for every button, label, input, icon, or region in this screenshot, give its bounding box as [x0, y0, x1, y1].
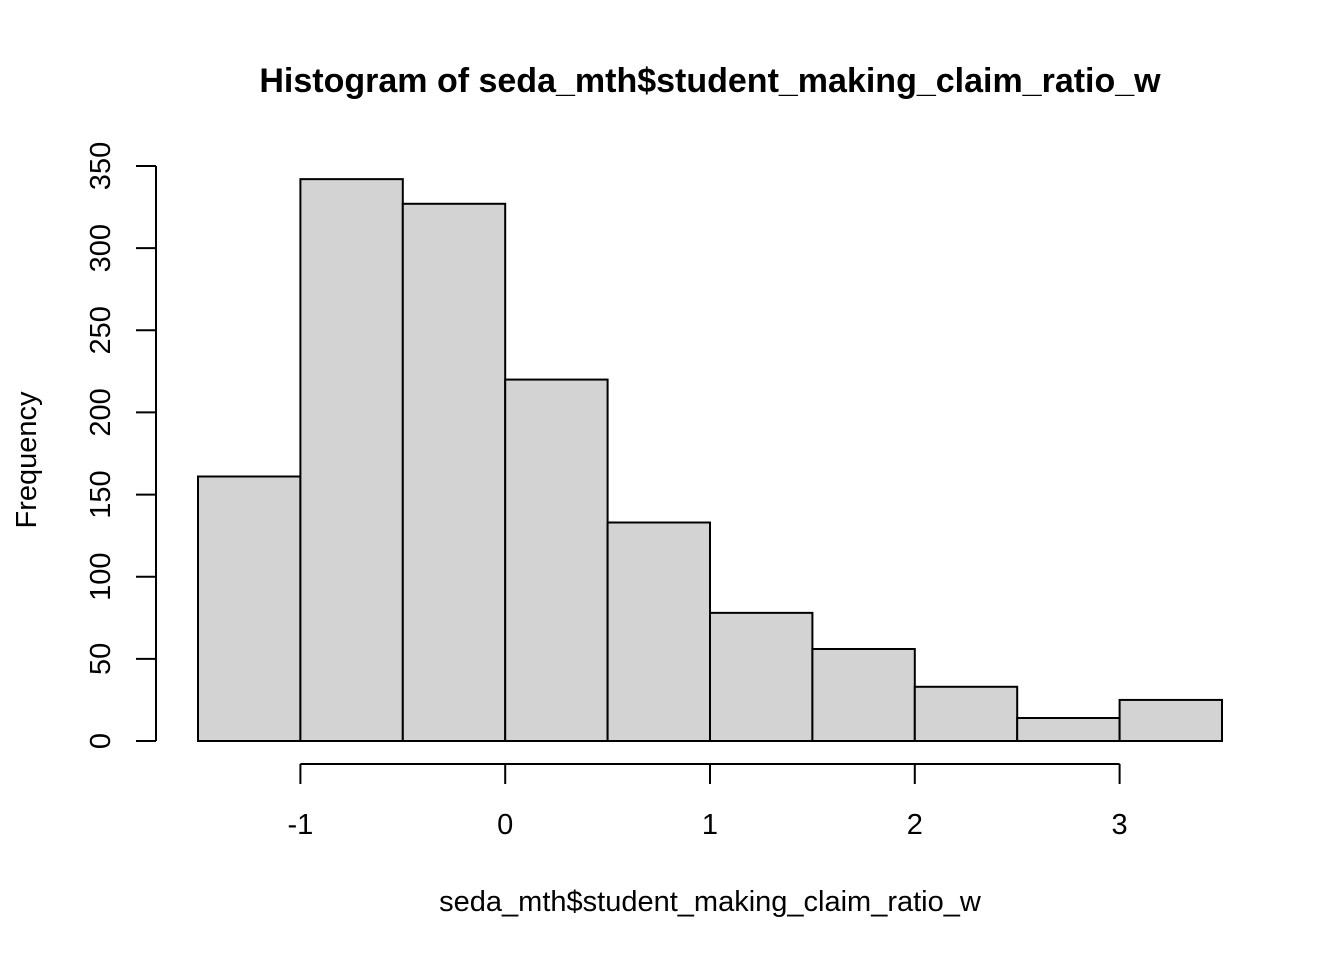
histogram-bar-7	[913, 685, 1019, 742]
y-tick-label: 250	[85, 306, 117, 354]
histogram-bar-2	[401, 202, 507, 743]
x-axis: -1 0 1 2 3	[288, 763, 1128, 841]
x-axis-label: seda_mth$student_making_claim_ratio_w	[439, 886, 982, 918]
y-tick-label: 100	[85, 553, 117, 601]
histogram-bar-9	[1118, 698, 1223, 743]
y-axis-label: Frequency	[11, 391, 43, 529]
histogram-bar-1	[299, 178, 404, 742]
y-tick-label: 300	[85, 224, 117, 272]
x-tick-label: 2	[907, 809, 923, 841]
histogram-bar-5	[709, 611, 814, 742]
y-axis: 0 50 100 150 200 250 300 350	[85, 142, 157, 749]
chart-title: Histogram of seda_mth$student_making_cla…	[259, 62, 1161, 100]
x-tick-label: -1	[288, 809, 314, 841]
x-tick-label: 1	[702, 809, 718, 841]
histogram-bar-4	[606, 521, 711, 742]
histogram-bar-3	[504, 378, 609, 742]
y-tick-label: 200	[85, 388, 117, 436]
histogram-bar-0	[197, 475, 302, 742]
x-tick-label: 3	[1112, 809, 1128, 841]
y-tick-label: 50	[85, 643, 117, 675]
histogram-bar-8	[1016, 717, 1121, 742]
bars-group	[197, 178, 1223, 743]
histogram-bar-6	[811, 648, 916, 742]
y-tick-label: 150	[85, 470, 117, 518]
x-tick-label: 0	[497, 809, 513, 841]
y-tick-label: 350	[85, 142, 117, 190]
y-tick-label: 0	[85, 733, 117, 749]
